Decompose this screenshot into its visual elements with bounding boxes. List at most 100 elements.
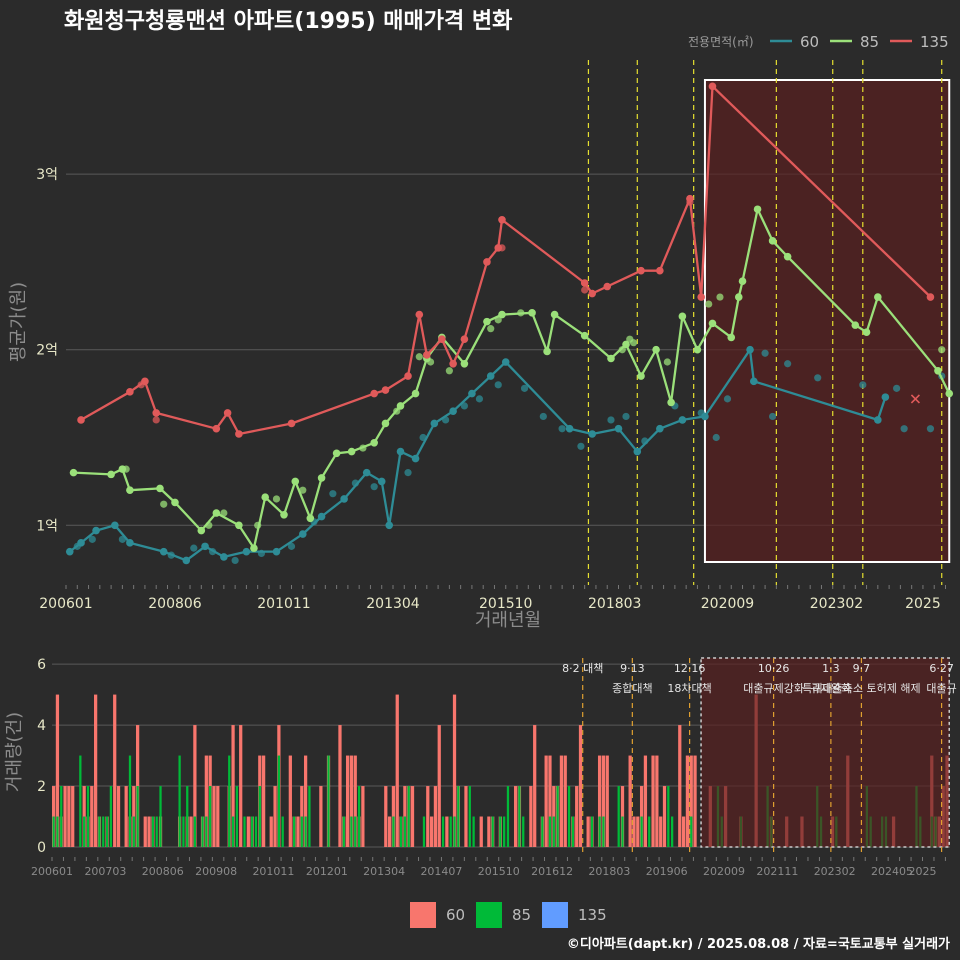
- bar-60: [533, 725, 537, 847]
- line-point-85: [197, 526, 206, 535]
- line-point-60: [220, 553, 228, 561]
- bar-85: [468, 786, 471, 847]
- line-point-135: [926, 293, 935, 301]
- bar-x-tick-label: 201304: [363, 865, 405, 878]
- bar-85: [441, 816, 445, 847]
- line-point-135: [580, 279, 589, 287]
- line-point-60: [750, 377, 758, 386]
- bar-60: [544, 755, 548, 847]
- bar-85: [648, 816, 651, 847]
- x-axis-title: 거래년월: [475, 610, 541, 631]
- bar-85: [155, 816, 158, 847]
- bar-60: [345, 755, 350, 847]
- bar-60: [353, 755, 357, 847]
- footer-credit: ©디아파트(dapt.kr) / 2025.08.08 / 자료=국토교통부 실…: [567, 936, 950, 952]
- line-point-85: [69, 468, 78, 477]
- event-desc-label: 대출규제강화: [743, 682, 804, 695]
- line-point-60: [701, 412, 709, 421]
- bar-85: [178, 755, 181, 847]
- bar-60: [387, 816, 392, 847]
- bar-85: [541, 816, 544, 847]
- bar-60: [605, 755, 609, 847]
- line-point-135: [141, 377, 149, 386]
- bar-85: [621, 816, 624, 847]
- bar-85: [128, 755, 132, 847]
- point-60: [893, 384, 901, 392]
- line-point-60: [633, 447, 642, 456]
- bar-85: [399, 816, 403, 847]
- bar-85: [308, 786, 311, 847]
- line-point-85: [783, 252, 792, 261]
- line-point-135: [588, 289, 596, 298]
- point-85: [705, 300, 713, 308]
- line-point-135: [212, 424, 221, 433]
- point-60: [539, 412, 547, 421]
- bar-60: [212, 786, 216, 847]
- point-60: [859, 381, 867, 389]
- bar-60: [529, 786, 533, 847]
- bar-x-tick-label: 200908: [195, 865, 237, 878]
- line-point-135: [126, 388, 134, 396]
- bar-60: [452, 694, 457, 847]
- bar-60: [563, 755, 567, 847]
- bar-60: [116, 786, 121, 847]
- bar-85: [403, 816, 407, 847]
- bar-85: [209, 786, 212, 847]
- line-point-60: [242, 547, 251, 556]
- bar-60: [597, 755, 602, 847]
- bar-y-tick: 4: [37, 718, 46, 734]
- bottom-legend: 60 85 135: [410, 902, 607, 928]
- line-point-60: [396, 447, 405, 456]
- line-point-60: [411, 454, 420, 463]
- bar-60: [445, 816, 449, 847]
- line-point-135: [381, 386, 390, 394]
- cross-mark: [910, 394, 920, 404]
- bar-60: [628, 755, 632, 847]
- bar-60: [643, 755, 648, 847]
- bar-60: [193, 725, 197, 847]
- bar-85: [472, 816, 475, 847]
- bar-85: [407, 786, 410, 847]
- x-tick-label: 200601: [39, 596, 92, 612]
- line-point-60: [298, 530, 307, 538]
- point-60: [814, 374, 822, 382]
- bar-85: [105, 816, 109, 847]
- bar-85: [457, 786, 460, 847]
- bar-85: [201, 816, 204, 847]
- line-point-85: [550, 310, 559, 319]
- line-point-135: [708, 82, 717, 91]
- bar-60: [147, 816, 151, 847]
- bar-legend-label-60: 60: [446, 906, 465, 924]
- point-60: [784, 360, 792, 368]
- line-point-135: [460, 335, 469, 343]
- point-60: [926, 425, 935, 433]
- line-point-60: [614, 424, 623, 433]
- point-60: [231, 556, 239, 565]
- bar-60: [67, 786, 71, 847]
- line-point-85: [370, 438, 378, 447]
- bar-60: [90, 786, 94, 847]
- bar-legend-label-135: 135: [578, 906, 607, 924]
- point-85: [487, 325, 495, 333]
- bar-60: [189, 816, 193, 847]
- bar-x-tick-label: 2025: [909, 865, 937, 878]
- line-point-85: [317, 474, 326, 482]
- bar-85: [293, 816, 296, 847]
- bar-85: [567, 786, 571, 847]
- point-85: [272, 495, 281, 503]
- bar-x-tick-label: 202009: [703, 865, 745, 878]
- volume-panel: 0 2 4 6 8·2 대책 9·13 종합대책 12·16 18차대책 10·26 대출규제강화 1…: [4, 657, 957, 878]
- bar-85: [342, 816, 345, 847]
- event-date-label: 6·27: [929, 662, 954, 675]
- bar-85: [354, 816, 357, 847]
- bar-60: [143, 816, 147, 847]
- x-tick-label: 201304: [366, 596, 420, 612]
- bar-y-tick: 0: [37, 840, 46, 856]
- bar-85: [254, 816, 258, 847]
- bar-60: [487, 816, 491, 847]
- point-60: [494, 381, 502, 389]
- bar-60: [689, 755, 693, 847]
- bar-60: [338, 725, 342, 847]
- line-point-85: [212, 509, 221, 517]
- bar-60: [296, 816, 300, 847]
